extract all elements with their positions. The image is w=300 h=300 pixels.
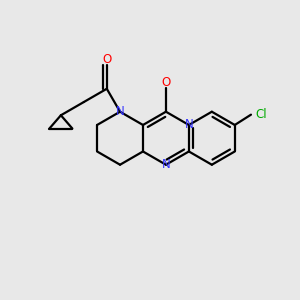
- Text: O: O: [161, 76, 171, 89]
- Text: N: N: [184, 118, 193, 131]
- Text: O: O: [102, 53, 111, 66]
- Text: N: N: [116, 105, 124, 118]
- Text: Cl: Cl: [256, 108, 267, 121]
- Text: N: N: [162, 158, 170, 171]
